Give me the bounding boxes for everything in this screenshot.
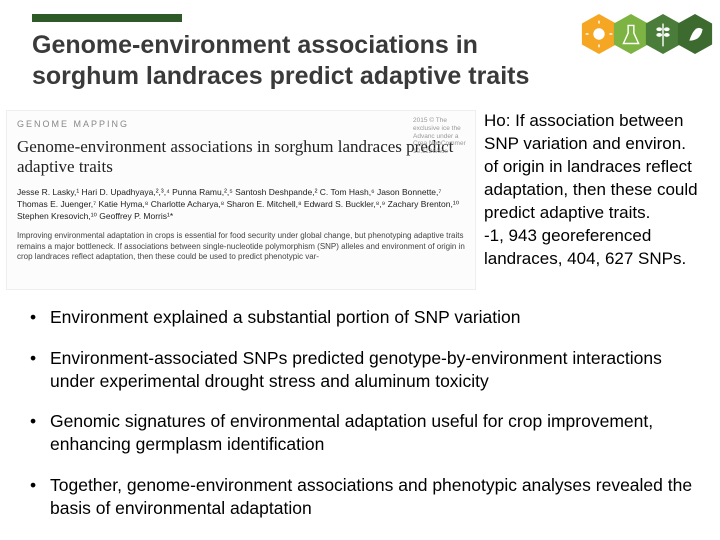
hypothesis-text: Ho: If association between SNP variation… bbox=[484, 110, 714, 290]
side-line: adaptation, then these could bbox=[484, 179, 710, 202]
bullet-item: • Genomic signatures of environmental ad… bbox=[26, 410, 700, 456]
paper-abstract: Improving environmental adaptation in cr… bbox=[17, 231, 465, 262]
side-line: of origin in landraces reflect bbox=[484, 156, 710, 179]
paper-authors: Jesse R. Lasky,¹ Hari D. Upadhyaya,²,³,⁴… bbox=[17, 187, 465, 223]
paper-title: Genome-environment associations in sorgh… bbox=[17, 137, 465, 178]
bullet-text: Genomic signatures of environmental adap… bbox=[50, 410, 700, 456]
paper-screenshot: GENOME MAPPING Genome-environment associ… bbox=[6, 110, 476, 290]
side-line: -1, 943 georeferenced bbox=[484, 225, 710, 248]
side-line: landraces, 404, 627 SNPs. bbox=[484, 248, 710, 271]
bullet-item: • Environment-associated SNPs predicted … bbox=[26, 347, 700, 393]
side-line: SNP variation and environ. bbox=[484, 133, 710, 156]
bullet-marker: • bbox=[26, 474, 50, 497]
hex-icon-row bbox=[586, 12, 714, 56]
bullet-marker: • bbox=[26, 410, 50, 433]
side-line: predict adaptive traits. bbox=[484, 202, 710, 225]
bullet-text: Together, genome-environment association… bbox=[50, 474, 700, 520]
bullet-item: • Environment explained a substantial po… bbox=[26, 306, 700, 329]
bullet-item: • Together, genome-environment associati… bbox=[26, 474, 700, 520]
paper-side-meta: 2015 © The exclusive ice the Advanc unde… bbox=[413, 117, 471, 156]
bullet-marker: • bbox=[26, 306, 50, 329]
slide-title: Genome-environment associations in sorgh… bbox=[32, 30, 572, 93]
content-row: GENOME MAPPING Genome-environment associ… bbox=[6, 110, 714, 290]
side-line: Ho: If association between bbox=[484, 110, 710, 133]
bullet-list: • Environment explained a substantial po… bbox=[26, 306, 700, 537]
paper-category: GENOME MAPPING bbox=[17, 119, 465, 131]
accent-bar bbox=[32, 14, 182, 22]
bullet-marker: • bbox=[26, 347, 50, 370]
bullet-text: Environment-associated SNPs predicted ge… bbox=[50, 347, 700, 393]
leaf-icon bbox=[676, 12, 714, 56]
bullet-text: Environment explained a substantial port… bbox=[50, 306, 700, 329]
